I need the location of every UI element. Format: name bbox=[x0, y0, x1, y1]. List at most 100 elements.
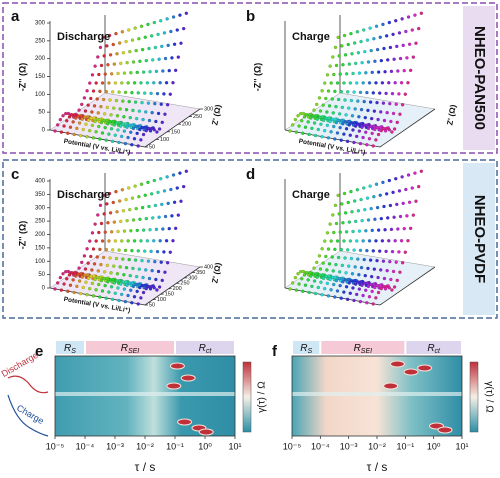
hot-spot bbox=[177, 418, 193, 426]
eis-point bbox=[86, 118, 91, 122]
panel-title: Discharge bbox=[57, 31, 110, 43]
eis-point bbox=[77, 108, 81, 112]
x-label: Z' (Ω) bbox=[210, 262, 223, 284]
eis-point bbox=[108, 98, 112, 102]
eis-point bbox=[105, 276, 109, 281]
eis-point bbox=[312, 121, 317, 125]
z-tick-label: 200 bbox=[35, 232, 46, 238]
eis-point bbox=[97, 230, 101, 235]
eis-point bbox=[112, 123, 116, 127]
eis-point bbox=[341, 280, 345, 284]
eis-point bbox=[72, 132, 76, 137]
region-box bbox=[293, 341, 320, 354]
panel-label: c bbox=[11, 166, 19, 183]
eis-point bbox=[335, 239, 340, 243]
eis-point bbox=[406, 173, 411, 177]
eis-point bbox=[341, 221, 345, 225]
eis-point bbox=[365, 281, 370, 285]
eis-point bbox=[149, 126, 154, 131]
eis-point bbox=[376, 228, 381, 232]
eis-point bbox=[98, 137, 102, 141]
colorbar bbox=[469, 361, 479, 433]
eis-point bbox=[379, 287, 383, 291]
eis-point bbox=[402, 227, 406, 231]
eis-point bbox=[405, 56, 409, 60]
eis-point bbox=[116, 286, 120, 290]
eis-point bbox=[134, 206, 138, 211]
eis-point bbox=[387, 20, 391, 25]
eis-point bbox=[90, 110, 94, 114]
eis-point bbox=[78, 291, 83, 296]
eis-point bbox=[397, 31, 402, 35]
eis-point bbox=[357, 287, 361, 291]
x-tick-label: 50 bbox=[149, 302, 155, 308]
eis-point bbox=[85, 89, 89, 93]
eis-point bbox=[345, 139, 350, 144]
eis-point bbox=[368, 184, 372, 188]
z-tick-label: 250 bbox=[35, 38, 46, 44]
eis-point bbox=[331, 213, 335, 217]
eis-point bbox=[320, 115, 325, 119]
eis-point bbox=[113, 239, 118, 243]
eis-point bbox=[288, 129, 292, 133]
eis-point bbox=[410, 28, 414, 32]
eis-point bbox=[128, 208, 132, 212]
eis-point bbox=[376, 132, 381, 137]
eis-point bbox=[362, 257, 366, 262]
eis-point bbox=[90, 73, 95, 77]
eis-point bbox=[342, 33, 347, 38]
eis-point bbox=[381, 22, 385, 27]
eis-point bbox=[353, 124, 358, 128]
eis-point bbox=[132, 137, 137, 141]
eis-point bbox=[390, 288, 394, 292]
eis-point bbox=[316, 127, 320, 132]
z-tick-label: 0 bbox=[42, 286, 46, 292]
eis-point bbox=[372, 109, 376, 113]
eis-point bbox=[128, 274, 132, 278]
x-tick-label: 10⁻⁴ bbox=[311, 441, 330, 451]
eis-point bbox=[365, 90, 369, 95]
eis-point bbox=[315, 102, 319, 107]
eis-point bbox=[107, 33, 112, 38]
eis-point bbox=[133, 26, 137, 30]
eis-point bbox=[334, 105, 338, 109]
eis-point bbox=[127, 257, 131, 262]
eis-point bbox=[143, 125, 147, 129]
eis-point bbox=[130, 301, 134, 305]
hot-spot bbox=[437, 426, 453, 434]
eis-point bbox=[343, 98, 347, 102]
eis-point bbox=[359, 197, 363, 202]
eis-point bbox=[146, 101, 151, 105]
eis-point bbox=[120, 188, 124, 192]
eis-point bbox=[351, 71, 355, 76]
eis-point bbox=[106, 221, 110, 225]
region-sub: SEI bbox=[128, 348, 139, 355]
eis-point bbox=[402, 69, 406, 73]
x-tick-label: 300 bbox=[204, 106, 213, 112]
eis-point bbox=[150, 269, 154, 273]
eis-point bbox=[184, 169, 188, 173]
eis-point bbox=[105, 202, 109, 206]
eis-point bbox=[178, 13, 182, 17]
eis-point bbox=[88, 81, 92, 85]
eis-point bbox=[173, 68, 178, 72]
eis-point bbox=[342, 191, 347, 196]
eis-point bbox=[325, 281, 329, 286]
eis-point bbox=[388, 102, 392, 106]
eis-point bbox=[348, 291, 352, 295]
eis-point bbox=[111, 90, 115, 94]
eis-point bbox=[130, 143, 134, 147]
hot-spot bbox=[383, 382, 399, 390]
x-tick-label: 200 bbox=[182, 122, 191, 128]
eis-point bbox=[139, 81, 143, 85]
eis-point bbox=[96, 55, 100, 59]
x-axis bbox=[379, 266, 436, 306]
eis-point bbox=[113, 291, 117, 295]
eis-point bbox=[374, 296, 378, 300]
eis-point bbox=[178, 171, 182, 175]
eis-point bbox=[89, 254, 93, 259]
eis-point bbox=[154, 227, 159, 232]
eis-point bbox=[135, 70, 139, 75]
x-tick-label: 10⁻³ bbox=[106, 441, 124, 451]
eis-point bbox=[326, 89, 331, 93]
